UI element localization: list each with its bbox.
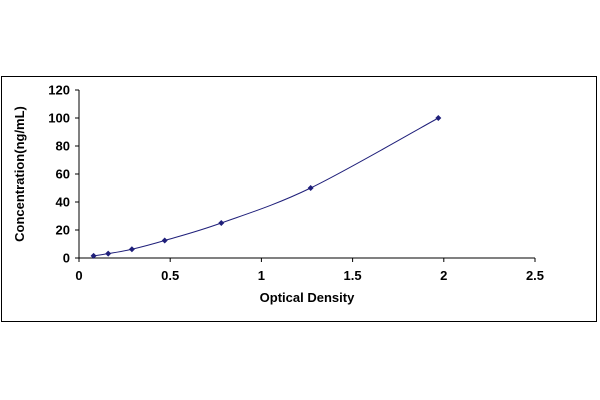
x-axis: 0 0.5 1 1.5 2 2.5: [75, 257, 544, 283]
x-tick-label: 1: [258, 268, 265, 283]
x-axis-title: Optical Density: [260, 290, 355, 305]
data-point: [128, 246, 135, 253]
x-tick-label: 2.5: [526, 268, 544, 283]
y-tick-label: 60: [56, 167, 70, 182]
y-tick-label: 20: [56, 223, 70, 238]
data-point: [105, 250, 112, 257]
chart-frame: 0 20 40 60 80 100 120 0 0.5 1 1.5 2 2.5 Optical Den…: [1, 76, 597, 322]
standard-curve-chart: 0 20 40 60 80 100 120 0 0.5 1 1.5 2 2.5 Optical Den…: [12, 83, 544, 306]
x-tick-label: 0: [75, 268, 82, 283]
y-tick-label: 40: [56, 195, 70, 210]
data-point: [161, 237, 168, 244]
y-axis-title: Concentration(ng/mL): [12, 106, 27, 242]
data-point: [90, 252, 97, 259]
data-point: [218, 220, 225, 226]
y-tick-label: 80: [56, 139, 70, 154]
data-point: [307, 185, 314, 191]
x-tick-label: 2: [440, 268, 447, 283]
y-tick-label: 0: [63, 251, 70, 266]
y-axis: 0 20 40 60 80 100 120: [48, 83, 80, 266]
data-point: [435, 115, 442, 121]
x-tick-label: 1.5: [344, 268, 362, 283]
standard-curve-line: [93, 117, 439, 257]
y-tick-label: 120: [48, 83, 70, 98]
x-tick-label: 0.5: [161, 268, 179, 283]
y-tick-label: 100: [48, 111, 70, 126]
